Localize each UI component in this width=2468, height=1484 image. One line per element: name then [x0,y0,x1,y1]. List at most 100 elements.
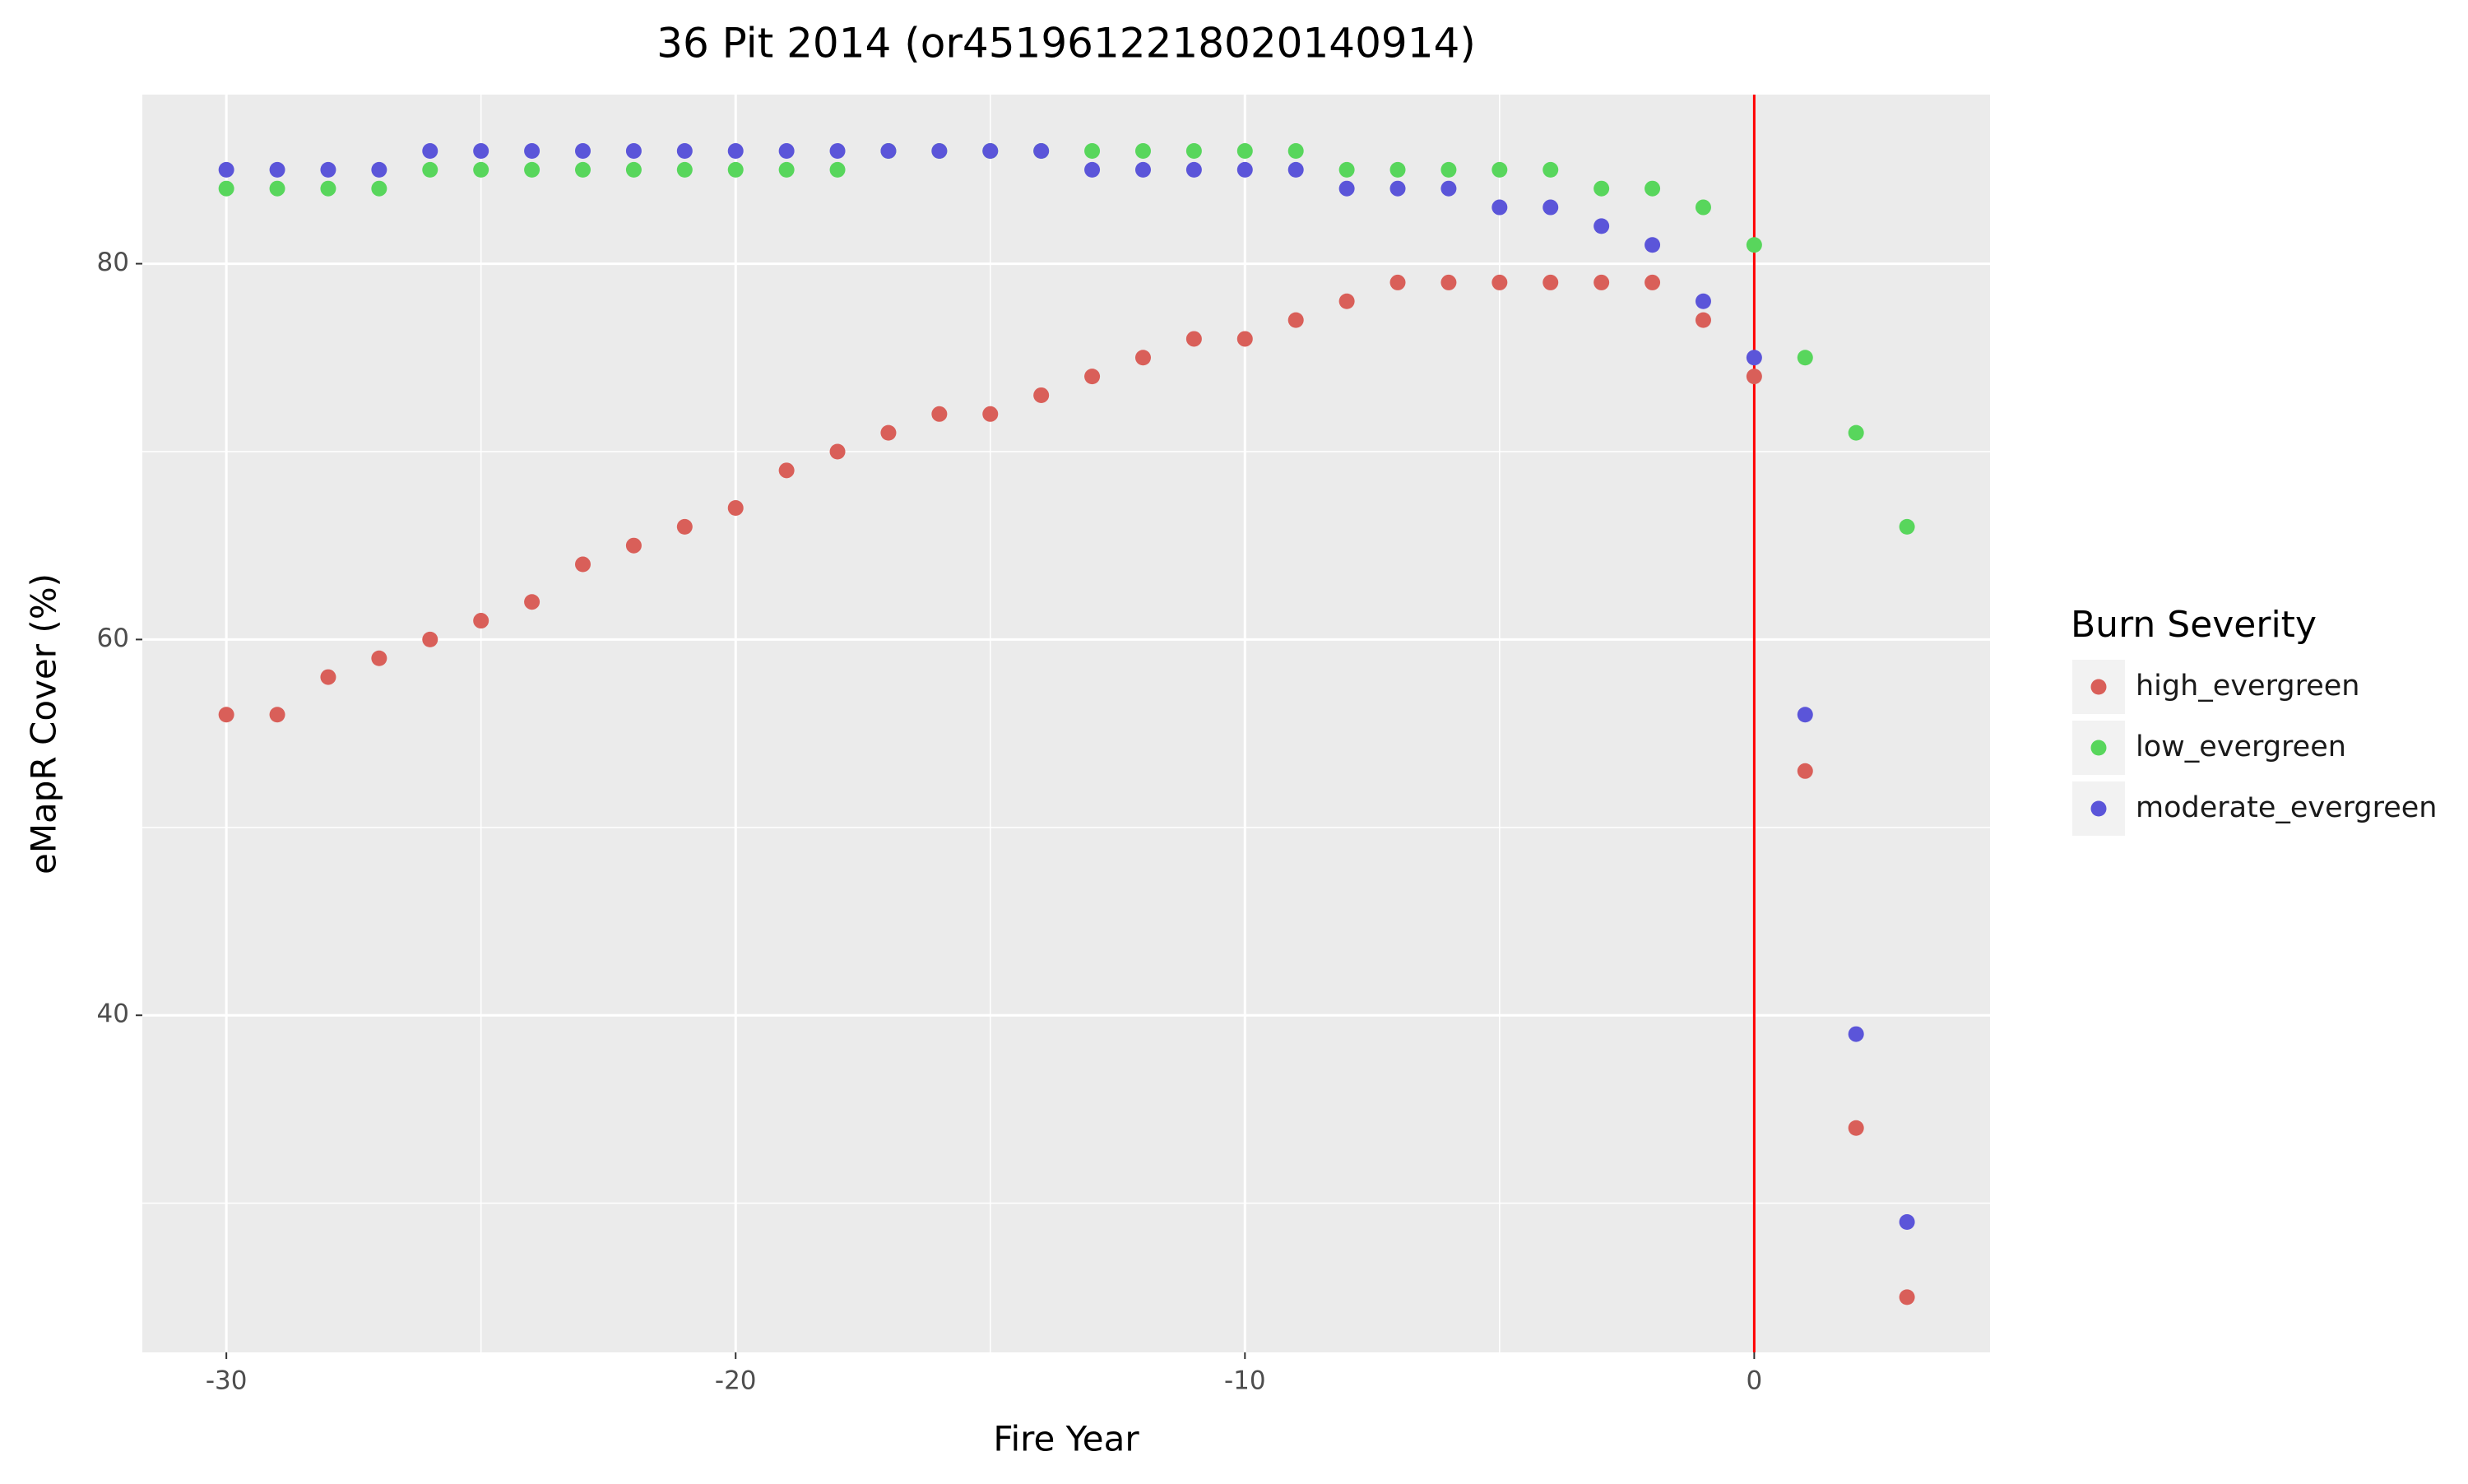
point [880,424,897,441]
point [1287,161,1304,178]
legend-marker [2090,740,2107,756]
point [829,161,846,178]
point [1594,180,1610,197]
point [1491,274,1508,290]
y-tick-label: 60 [97,624,129,653]
point [625,537,642,554]
point [1797,350,1813,366]
x-tick-label: -30 [206,1366,248,1396]
point [524,594,540,610]
point [1236,143,1253,160]
point [473,161,489,178]
point [1134,350,1151,366]
point [218,707,234,723]
point [1594,218,1610,234]
chart-title: 36 Pit 2014 (or4519612218020140914) [656,20,1476,67]
point [880,143,897,160]
legend-title: Burn Severity [2071,604,2317,646]
point [371,650,387,666]
point [1491,199,1508,216]
point [727,161,744,178]
point [625,161,642,178]
point [778,462,795,479]
point [1491,161,1508,178]
y-axis-label: eMapR Cover (%) [24,573,64,874]
point [1645,180,1661,197]
point [1848,424,1864,441]
y-tick-label: 80 [97,248,129,277]
point [676,518,693,535]
point [1645,237,1661,253]
point [218,161,234,178]
point [1899,518,1915,535]
point [1287,143,1304,160]
point [676,143,693,160]
point [524,143,540,160]
point [1084,369,1101,385]
x-tick-label: 0 [1747,1366,1763,1396]
point [473,613,489,629]
point [1185,161,1202,178]
point [371,161,387,178]
x-tick-label: -20 [715,1366,757,1396]
point [1695,293,1711,309]
point [1746,237,1762,253]
legend-marker [2090,800,2107,817]
point [574,556,591,573]
point [931,143,948,160]
point [269,180,285,197]
point [1797,763,1813,779]
point [778,143,795,160]
point [218,180,234,197]
point [320,180,336,197]
point [473,143,489,160]
y-tick-label: 40 [97,999,129,1029]
point [574,161,591,178]
point [1899,1289,1915,1305]
point [829,443,846,460]
point [1440,274,1457,290]
point [625,143,642,160]
point [1389,180,1406,197]
point [1695,312,1711,328]
panel [142,95,1990,1352]
point [1389,161,1406,178]
point [1542,199,1559,216]
point [1594,274,1610,290]
point [1033,143,1050,160]
point [320,161,336,178]
point [422,631,438,647]
point [1185,331,1202,347]
point [1542,274,1559,290]
point [1848,1026,1864,1042]
point [931,406,948,422]
point [1645,274,1661,290]
point [1440,180,1457,197]
point [1033,387,1050,403]
point [269,161,285,178]
point [1899,1213,1915,1230]
point [829,143,846,160]
point [1084,143,1101,160]
point [1440,161,1457,178]
point [1338,180,1355,197]
point [524,161,540,178]
point [1185,143,1202,160]
point [1134,161,1151,178]
point [1746,350,1762,366]
legend-label: moderate_evergreen [2136,791,2438,824]
legend-label: high_evergreen [2136,670,2359,703]
legend-marker [2090,679,2107,695]
point [676,161,693,178]
point [1389,274,1406,290]
legend-label: low_evergreen [2136,730,2346,763]
point [1084,161,1101,178]
point [1236,331,1253,347]
point [982,406,999,422]
point [1542,161,1559,178]
x-axis-label: Fire Year [993,1419,1139,1459]
point [1797,707,1813,723]
point [574,143,591,160]
point [1134,143,1151,160]
